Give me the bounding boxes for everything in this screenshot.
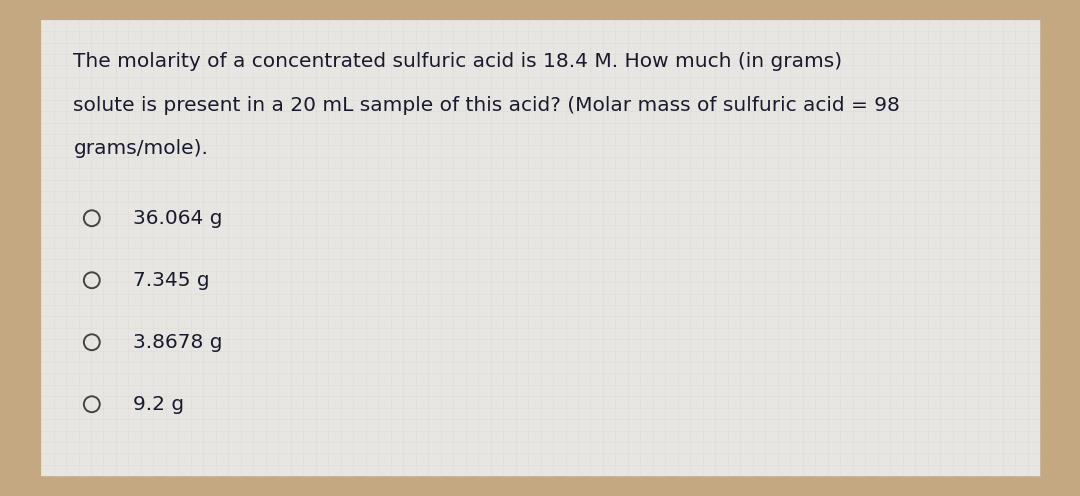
Text: 9.2 g: 9.2 g [133, 395, 184, 414]
Text: 36.064 g: 36.064 g [133, 209, 222, 228]
FancyBboxPatch shape [41, 20, 1040, 476]
Text: solute is present in a 20 mL sample of this acid? (Molar mass of sulfuric acid =: solute is present in a 20 mL sample of t… [73, 96, 901, 115]
Text: The molarity of a concentrated sulfuric acid is 18.4 M. How much (in grams): The molarity of a concentrated sulfuric … [73, 52, 842, 71]
Text: grams/mole).: grams/mole). [73, 139, 208, 158]
Text: 3.8678 g: 3.8678 g [133, 333, 222, 352]
Text: 7.345 g: 7.345 g [133, 271, 210, 290]
